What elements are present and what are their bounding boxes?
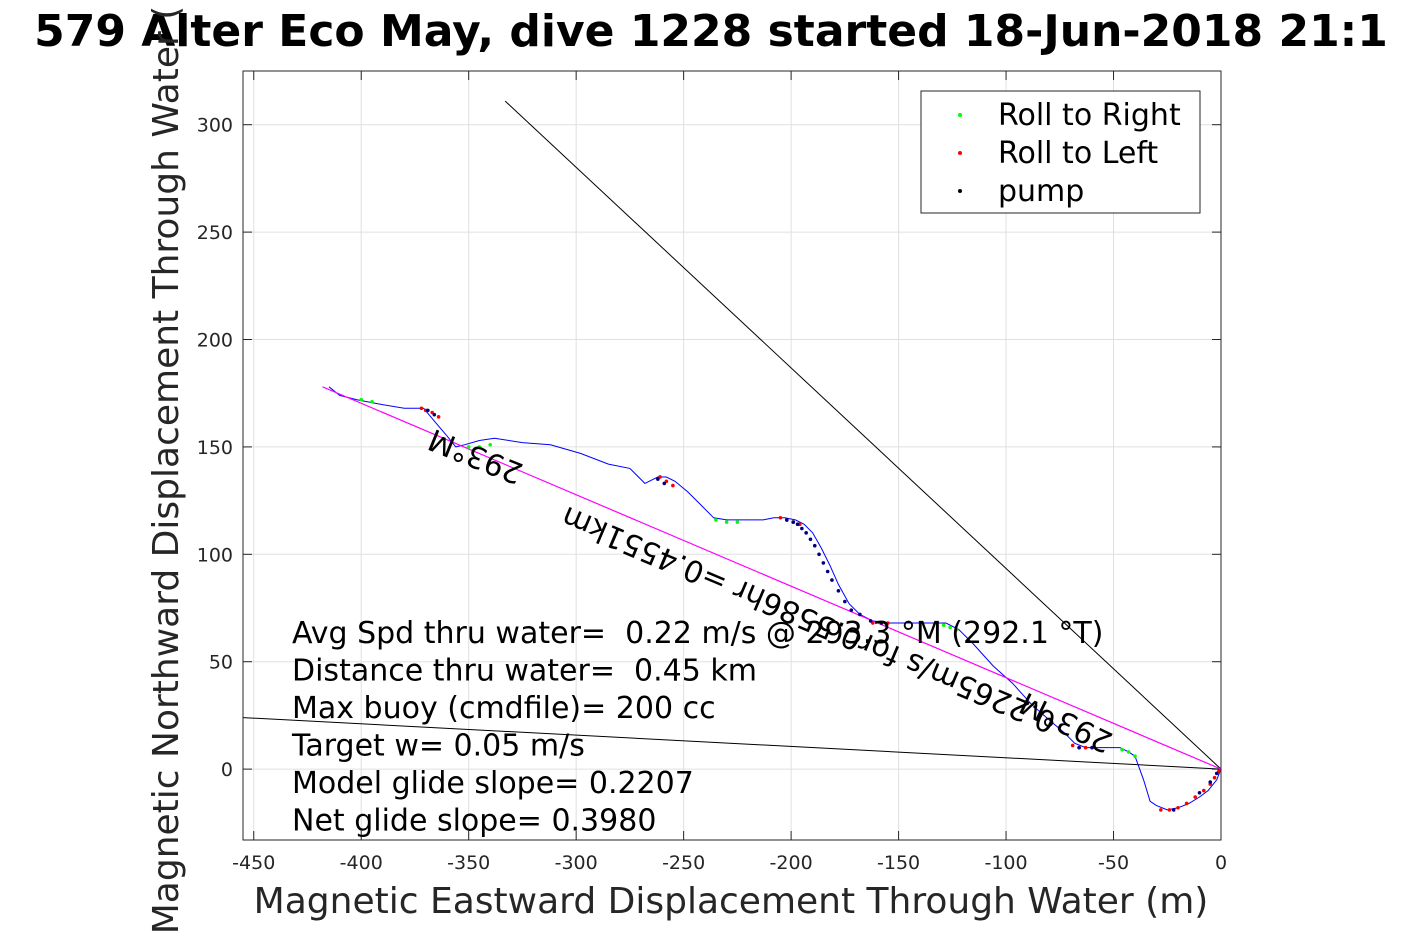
stat-line: Net glide slope= 0.3980 xyxy=(292,804,656,839)
point-pump xyxy=(821,561,826,565)
point-roll-left xyxy=(1176,805,1180,810)
point-pump xyxy=(656,477,660,481)
point-roll-right xyxy=(1120,747,1124,752)
point-roll-right xyxy=(941,623,946,627)
legend-label-roll-left: Roll to Left xyxy=(998,136,1158,171)
series-glide-line-lower xyxy=(243,717,1221,770)
point-roll-right xyxy=(359,397,364,402)
point-pump xyxy=(858,612,862,617)
point-roll-right xyxy=(954,627,959,632)
point-pump xyxy=(800,526,804,531)
point-roll-left xyxy=(886,621,890,625)
point-pump xyxy=(843,599,847,604)
legend-label-roll-right: Roll to Right xyxy=(998,98,1181,133)
stat-line: Avg Spd thru water= 0.22 m/s @ 293.3 °M … xyxy=(292,616,1103,651)
point-pump xyxy=(432,412,437,417)
point-roll-left xyxy=(419,406,424,411)
point-roll-left xyxy=(1070,743,1075,748)
point-roll-left xyxy=(778,515,783,520)
point-roll-left xyxy=(1212,775,1217,780)
point-pump xyxy=(1197,790,1202,795)
point-roll-right xyxy=(488,442,492,447)
point-roll-left xyxy=(1202,788,1206,793)
point-pump xyxy=(1208,780,1213,784)
point-pump xyxy=(804,531,808,535)
legend-marker-pump xyxy=(958,189,962,193)
legend: Roll to Right Roll to Left pump xyxy=(920,90,1201,214)
point-pump xyxy=(1171,808,1176,812)
plot-frame xyxy=(242,70,1222,841)
x-tick-label: -300 xyxy=(555,852,598,874)
legend-box xyxy=(920,90,1201,214)
point-roll-right xyxy=(466,445,471,449)
point-roll-left xyxy=(1193,795,1198,799)
legend-marker-roll-left xyxy=(958,151,962,155)
point-pump xyxy=(817,552,821,557)
point-pump xyxy=(830,578,834,582)
point-pump xyxy=(808,537,813,542)
point-pump xyxy=(836,589,841,593)
legend-marker-roll-right xyxy=(958,113,962,117)
series-net-track xyxy=(322,386,1221,770)
point-roll-left xyxy=(1159,808,1163,812)
x-tick-label: -350 xyxy=(447,852,490,874)
series-glide-line-upper xyxy=(504,100,1221,770)
y-tick-label: 100 xyxy=(197,544,233,566)
point-roll-left xyxy=(1083,745,1088,750)
x-tick-label: -100 xyxy=(984,852,1027,874)
point-pump xyxy=(849,608,854,612)
point-pump xyxy=(879,621,884,625)
point-roll-right xyxy=(735,520,740,524)
y-tick-label: 0 xyxy=(221,759,233,781)
point-roll-right xyxy=(948,625,952,630)
y-axis-label: Magnetic Northward Displacement Through … xyxy=(146,6,187,935)
ticks: -450 -400 -350 -300 -250 -200 -150 -100 -50 0 0 50 1… xyxy=(197,71,1227,874)
point-roll-right xyxy=(1126,750,1131,754)
point-pump xyxy=(426,408,430,413)
x-tick-label: -50 xyxy=(1098,852,1129,874)
point-roll-right xyxy=(1133,754,1137,759)
point-roll-left xyxy=(1167,808,1172,812)
point-pump xyxy=(1214,771,1219,776)
stats-block: Avg Spd thru water= 0.22 m/s @ 293.3 °M … xyxy=(291,616,1103,839)
x-tick-label: -450 xyxy=(232,852,275,874)
y-tick-label: 200 xyxy=(197,330,233,352)
point-roll-left xyxy=(671,483,675,488)
series-layer xyxy=(243,100,1221,812)
x-tick-label: -400 xyxy=(340,852,383,874)
point-pump xyxy=(662,481,667,486)
stat-line: Model glide slope= 0.2207 xyxy=(292,766,694,801)
x-tick-label: -200 xyxy=(770,852,813,874)
point-roll-right xyxy=(714,518,718,522)
point-pump xyxy=(1090,745,1094,750)
point-pump xyxy=(812,543,817,548)
y-tick-label: 150 xyxy=(197,437,233,459)
legend-label-pump: pump xyxy=(998,174,1084,209)
stat-line: Target w= 0.05 m/s xyxy=(291,729,585,764)
y-tick-label: 50 xyxy=(209,652,233,674)
point-pump xyxy=(825,569,830,574)
x-tick-label: -150 xyxy=(877,852,920,874)
x-axis-label: Magnetic Eastward Displacement Through W… xyxy=(254,881,1209,922)
point-pump xyxy=(868,619,873,623)
stat-line: Max buoy (cmdfile)= 200 cc xyxy=(292,691,716,726)
x-tick-label: 0 xyxy=(1215,852,1227,874)
point-pump xyxy=(1077,745,1081,750)
point-roll-left xyxy=(436,415,441,419)
point-roll-left xyxy=(1184,801,1189,806)
point-roll-right xyxy=(724,520,729,524)
point-pump xyxy=(785,518,789,522)
stat-line: Distance thru water= 0.45 km xyxy=(292,654,757,689)
point-roll-right xyxy=(477,445,482,449)
point-pump xyxy=(791,520,796,524)
chart-title: 579 Alter Eco May, dive 1228 started 18-… xyxy=(34,6,1388,57)
point-pump xyxy=(795,522,800,527)
y-tick-label: 300 xyxy=(197,115,233,137)
y-tick-label: 250 xyxy=(197,222,233,244)
x-tick-label: -250 xyxy=(662,852,705,874)
point-roll-right xyxy=(370,399,374,404)
series-group xyxy=(243,100,1221,812)
